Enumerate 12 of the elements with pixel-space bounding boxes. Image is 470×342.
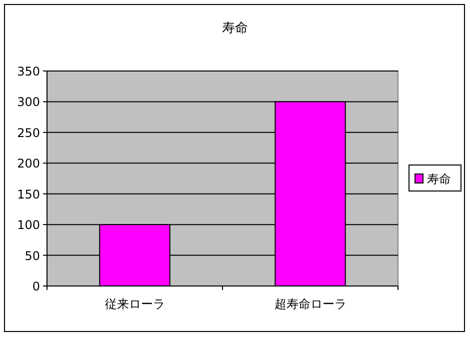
- y-tick-label: 350: [17, 64, 40, 78]
- y-tick-label: 0: [32, 280, 40, 294]
- y-tick-label: 250: [17, 126, 40, 140]
- chart-title: 寿命: [222, 21, 248, 36]
- y-tick-label: 200: [17, 156, 40, 171]
- y-tick-label: 50: [24, 248, 40, 263]
- y-tick-label: 100: [17, 218, 40, 232]
- x-tick-label: 従来ローラ: [104, 297, 165, 311]
- y-tick-label: 150: [17, 187, 40, 202]
- legend-label: 寿命: [427, 172, 451, 186]
- y-tick-label: 300: [17, 95, 40, 110]
- x-tick-label: 超寿命ローラ: [274, 297, 346, 311]
